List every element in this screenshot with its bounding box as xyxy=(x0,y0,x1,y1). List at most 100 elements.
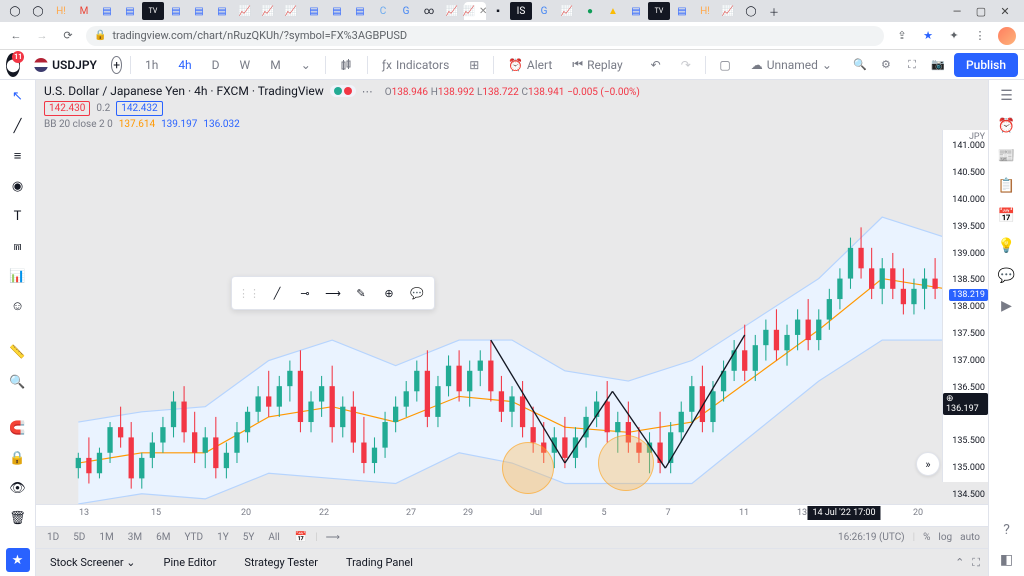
window-close[interactable]: ✕ xyxy=(998,4,1012,18)
extensions-icon[interactable]: ✦ xyxy=(946,28,962,44)
panel-collapse[interactable]: ⌃ xyxy=(955,556,964,570)
range-6m[interactable]: 6M xyxy=(153,531,173,544)
range-1m[interactable]: 1M xyxy=(96,531,116,544)
brush-tool-2[interactable]: ✎ xyxy=(348,281,374,305)
favorites-tool[interactable]: ★ xyxy=(6,548,30,572)
tab-favicon[interactable]: ▲ xyxy=(602,2,624,20)
tab-favicon[interactable]: M xyxy=(73,2,95,20)
tab-favicon[interactable]: 📈 xyxy=(234,2,256,20)
ray-tool[interactable]: ⟶ xyxy=(320,281,346,305)
tab-favicon[interactable]: H! xyxy=(50,2,72,20)
publish-button[interactable]: Publish xyxy=(954,53,1018,77)
tab-favicon[interactable]: ▤ xyxy=(326,2,348,20)
range-ytd[interactable]: YTD xyxy=(181,531,206,544)
tab-favicon[interactable]: ▤ xyxy=(96,2,118,20)
scale-auto[interactable]: auto xyxy=(960,532,980,543)
symbol-button[interactable]: USDJPY xyxy=(28,55,103,75)
watchlist-icon[interactable]: ☰ xyxy=(997,86,1017,106)
layout-name-button[interactable]: ☁ Unnamed ⌄ xyxy=(745,55,838,75)
tab-favicon[interactable]: 📈 xyxy=(257,2,279,20)
reload-button[interactable]: ⟳ xyxy=(60,28,76,44)
tab-favicon[interactable]: G xyxy=(395,2,417,20)
cursor-tool[interactable]: ↖ xyxy=(6,84,30,108)
emoji-tool[interactable]: ☺ xyxy=(6,294,30,318)
news-icon[interactable]: 📰 xyxy=(997,146,1017,166)
tab-favicon[interactable]: ▤ xyxy=(349,2,371,20)
hotlist-icon[interactable]: 📋 xyxy=(997,176,1017,196)
tab-favicon[interactable]: IS xyxy=(510,2,532,20)
pine-editor-tab[interactable]: Pine Editor xyxy=(158,552,223,573)
more-icon[interactable]: ⋯ xyxy=(362,85,373,98)
range-3m[interactable]: 3M xyxy=(125,531,145,544)
panel-maximize[interactable]: ⛶ xyxy=(972,556,980,570)
tab-favicon[interactable]: ◯ xyxy=(740,2,762,20)
tv-logo[interactable]: ⬤11 xyxy=(6,53,20,77)
snapshot-icon[interactable]: 📷 xyxy=(930,57,946,73)
interval-4h[interactable]: 4h xyxy=(172,55,197,75)
profile-avatar[interactable] xyxy=(998,27,1016,45)
settings-tool[interactable]: ⊕ xyxy=(376,281,402,305)
tab-favicon[interactable]: 📈 xyxy=(717,2,739,20)
range-all[interactable]: All xyxy=(265,531,282,544)
calendar-icon[interactable]: 📅 xyxy=(997,206,1017,226)
add-symbol-button[interactable]: + xyxy=(111,56,122,74)
alerts-icon[interactable]: ⏰ xyxy=(997,116,1017,136)
highlight-circle[interactable] xyxy=(598,435,654,491)
tab-favicon[interactable]: H! xyxy=(694,2,716,20)
tab-favicon[interactable]: ▪ xyxy=(487,2,509,20)
comment-tool[interactable]: 💬 xyxy=(404,281,430,305)
time-axis[interactable]: 131520222729Jul5711132014 Jul '22 17:00 xyxy=(36,504,988,526)
delete-tool[interactable]: 🗑 xyxy=(6,506,30,530)
range-1d[interactable]: 1D xyxy=(44,531,62,544)
alert-button[interactable]: ⏰ Alert xyxy=(502,55,558,75)
interval-w[interactable]: W xyxy=(234,55,257,75)
lock-tool[interactable]: 🔒 xyxy=(6,446,30,470)
templates-button[interactable]: ⊞ xyxy=(463,55,485,75)
interval-m[interactable]: M xyxy=(264,55,286,75)
interval-1h[interactable]: 1h xyxy=(139,55,164,75)
tab-favicon[interactable]: ▤ xyxy=(625,2,647,20)
new-tab-button[interactable]: ＋ xyxy=(763,2,785,20)
tab-favicon[interactable]: 📈 xyxy=(441,2,463,20)
bookmark-icon[interactable]: ★ xyxy=(920,28,936,44)
stream-icon[interactable]: ▶ xyxy=(997,296,1017,316)
search-icon[interactable]: 🔍 xyxy=(852,57,868,73)
candle-type-button[interactable] xyxy=(333,55,359,75)
stock-screener-tab[interactable]: Stock Screener ⌄ xyxy=(44,552,142,573)
fib-tool[interactable]: ≡ xyxy=(6,144,30,168)
scale-log[interactable]: log xyxy=(938,532,952,543)
drag-handle[interactable]: ⋮⋮ xyxy=(236,281,262,305)
url-input[interactable]: 🔒 tradingview.com/chart/nRuzQKUh/?symbol… xyxy=(86,26,884,46)
chart-area[interactable]: JPY 141.000140.500140.000139.500139.0001… xyxy=(36,130,988,504)
tab-favicon[interactable]: TV xyxy=(142,2,164,20)
bid-price[interactable]: 142.430 xyxy=(44,101,90,116)
tab-favicon[interactable]: ◯ xyxy=(27,2,49,20)
ruler-tool[interactable]: 📏 xyxy=(6,340,30,364)
window-maximize[interactable]: ▢ xyxy=(974,4,988,18)
pattern-tool[interactable]: ⩎ xyxy=(6,234,30,258)
zoom-tool[interactable]: 🔍 xyxy=(6,370,30,394)
hide-tool[interactable]: 👁 xyxy=(6,476,30,500)
highlight-circle[interactable] xyxy=(502,442,554,494)
indicators-button[interactable]: ƒxIndicators xyxy=(376,55,455,75)
tab-favicon[interactable]: ▤ xyxy=(165,2,187,20)
strategy-tester-tab[interactable]: Strategy Tester xyxy=(238,552,324,573)
range-5y[interactable]: 5Y xyxy=(240,531,258,544)
prediction-tool[interactable]: 📊 xyxy=(6,264,30,288)
scroll-to-end-button[interactable]: » xyxy=(916,452,940,476)
collapse-icon[interactable]: ◧ xyxy=(997,550,1017,570)
settings-icon[interactable]: ⚙ xyxy=(878,57,894,73)
line-tool[interactable]: ╱ xyxy=(264,281,290,305)
brush-tool[interactable]: ◉ xyxy=(6,174,30,198)
price-axis[interactable]: JPY 141.000140.500140.000139.500139.0001… xyxy=(942,130,988,482)
help-icon[interactable]: ? xyxy=(997,520,1017,540)
ideas-icon[interactable]: 💡 xyxy=(997,236,1017,256)
tab-favicon[interactable]: 📈 xyxy=(280,2,302,20)
tab-active[interactable]: 📈 ✕ xyxy=(464,2,486,20)
range-5d[interactable]: 5D xyxy=(70,531,88,544)
chat-icon[interactable]: 💬 xyxy=(997,266,1017,286)
range-1y[interactable]: 1Y xyxy=(214,531,232,544)
share-icon[interactable]: ⇪ xyxy=(894,28,910,44)
undo-button[interactable]: ↶ xyxy=(645,55,667,75)
ask-price[interactable]: 142.432 xyxy=(116,101,162,116)
